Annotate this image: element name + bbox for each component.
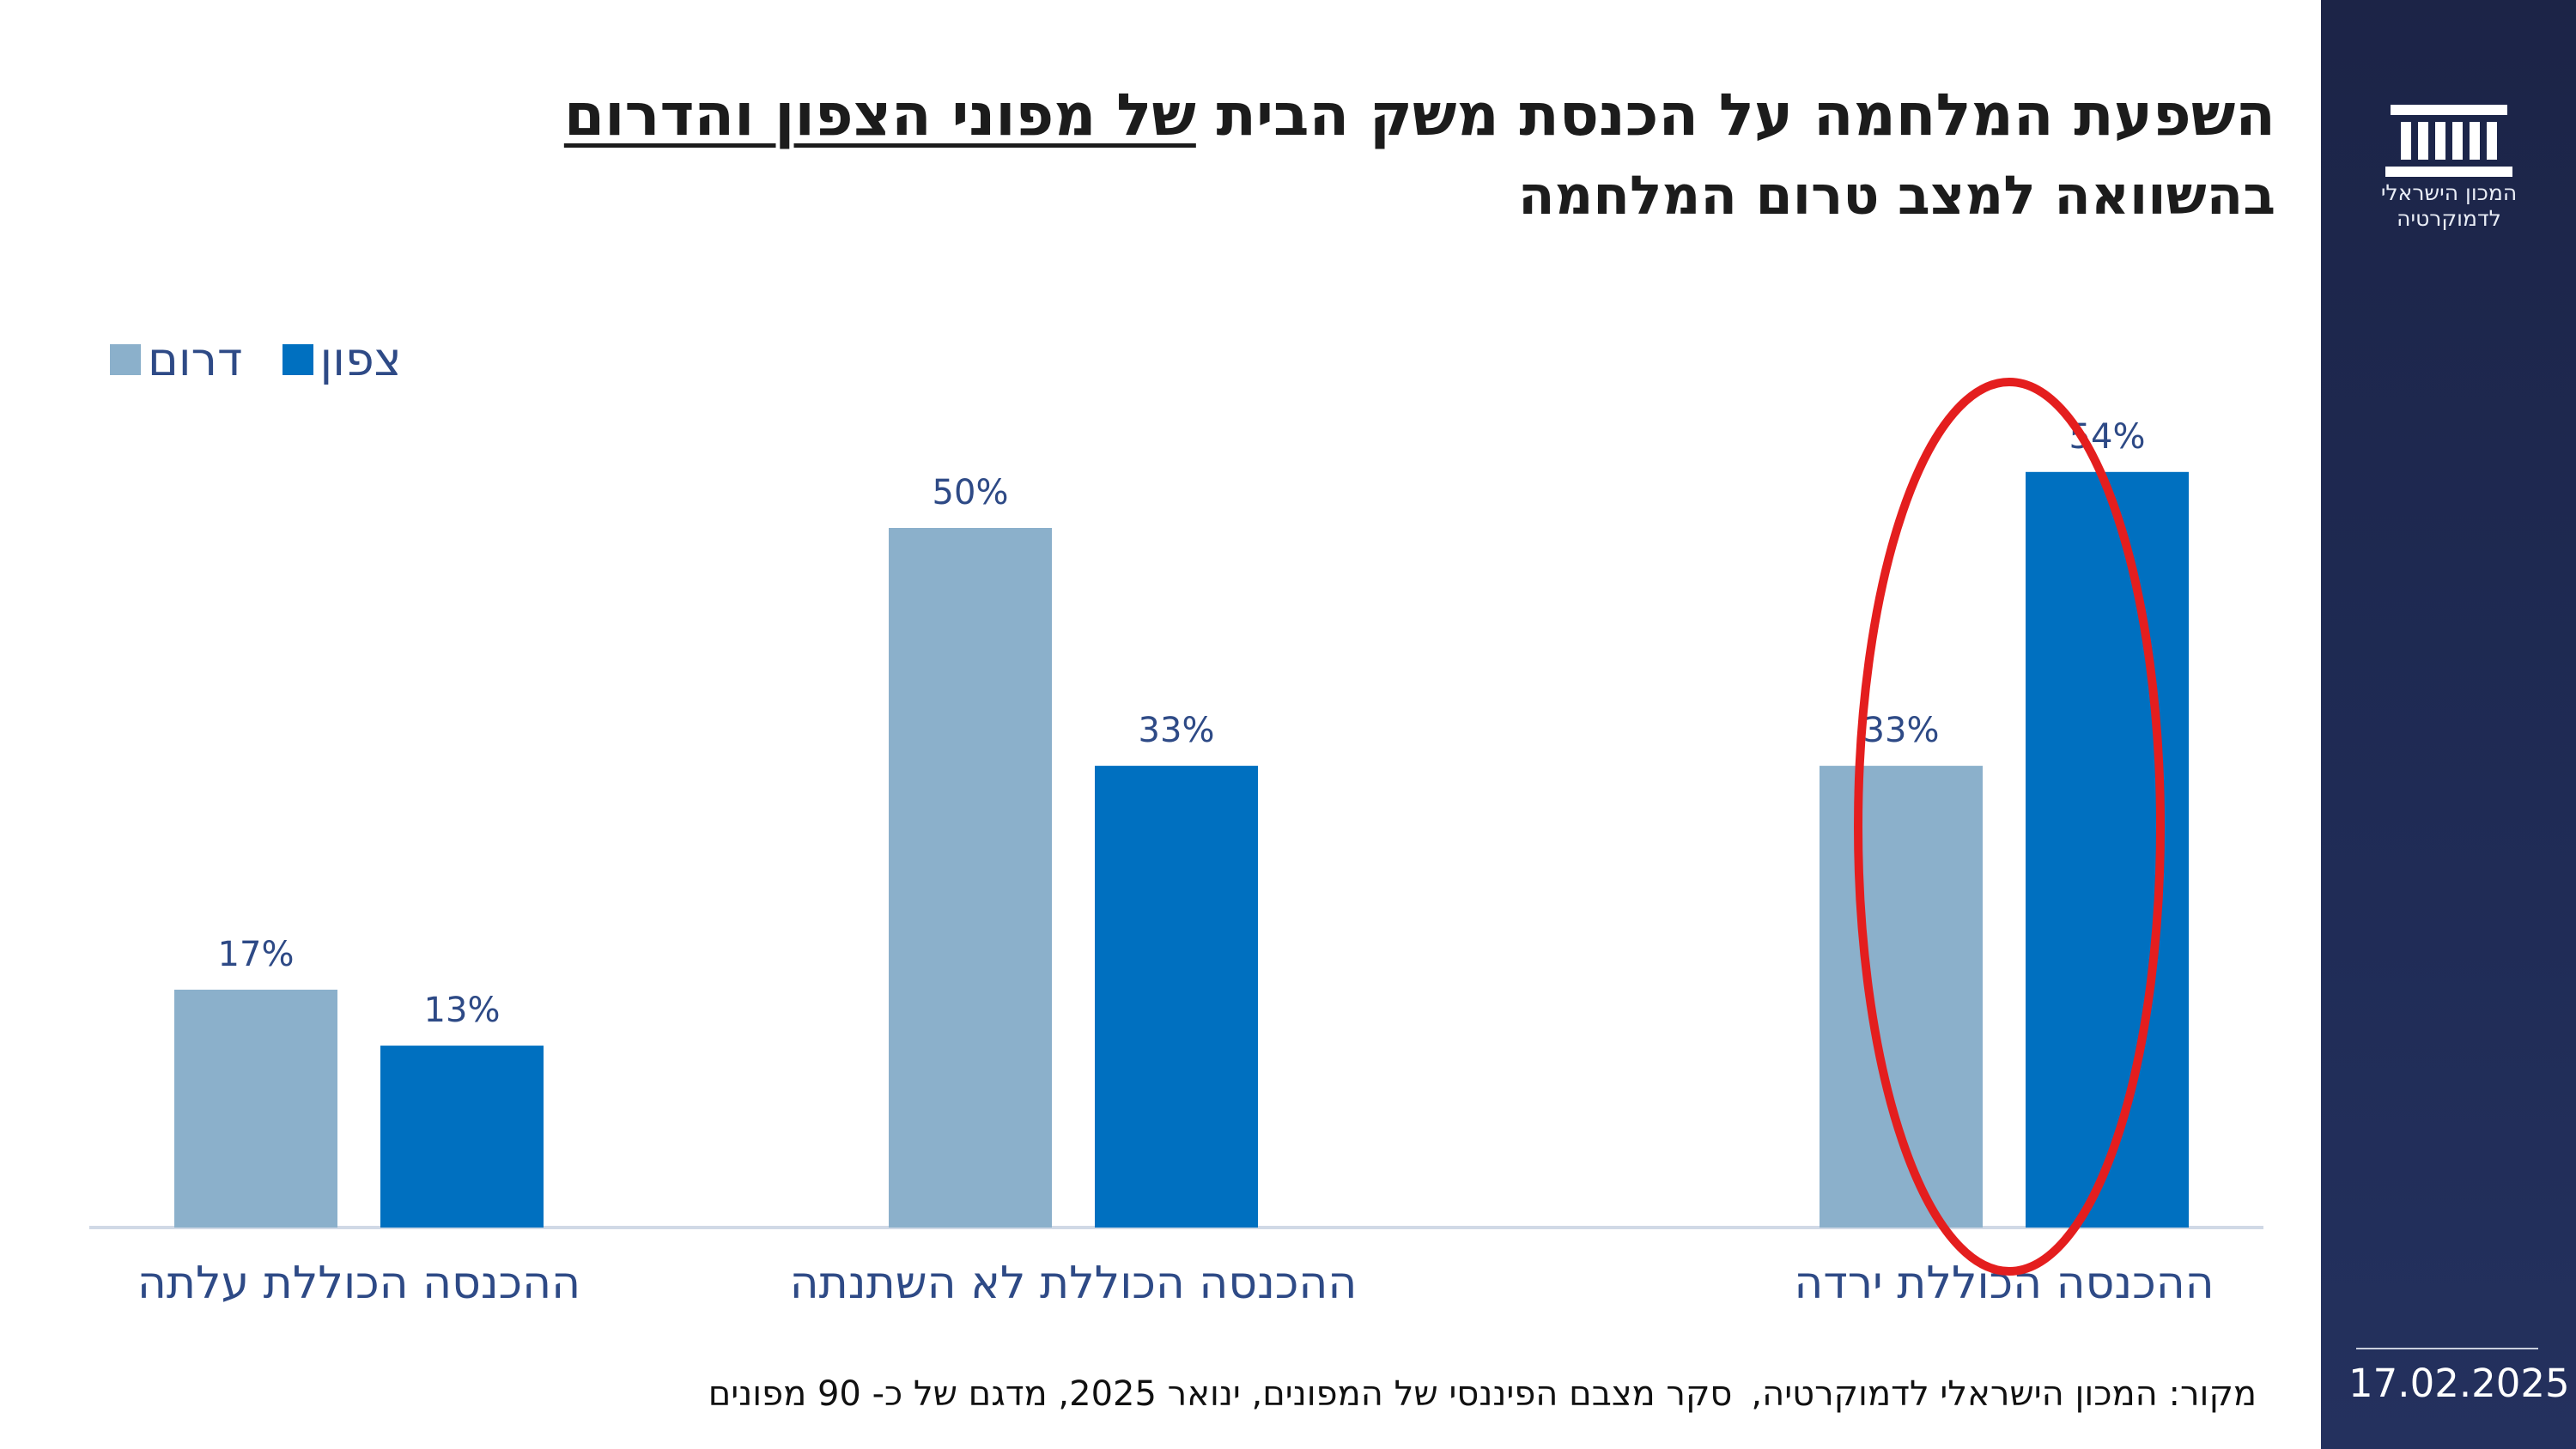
- highlight-ellipse: [1854, 378, 2165, 1276]
- bar-north-1: [1095, 766, 1258, 1228]
- legend-label-north: צפון: [319, 332, 402, 386]
- data-label-north-1: 33%: [1139, 711, 1215, 750]
- category-label-2: ההכנסה הכוללת עלתה: [137, 1258, 580, 1309]
- slide-date: 17.02.2025: [2348, 1361, 2570, 1406]
- date-divider: [2356, 1348, 2538, 1349]
- chart-legend: דרום צפון: [110, 330, 402, 390]
- bar-south-0: [1820, 766, 1983, 1228]
- title-underlined: של מפוני הצפון והדרום: [563, 82, 1196, 149]
- source-org: מקור: המכון הישראלי לדמוקרטיה,: [1751, 1374, 2257, 1414]
- value-labels-group: 33%54%50%33%17%13%: [218, 417, 2146, 1030]
- legend-item-south: דרום: [110, 330, 243, 390]
- category-labels-group: ההכנסה הכוללת ירדה ההכנסה הכוללת לא השתנת…: [137, 1258, 2215, 1309]
- bars-group: [174, 471, 2189, 1228]
- source-note: מקור: המכון הישראלי לדמוקרטיה, סקר מצבם ה…: [690, 1368, 2257, 1420]
- data-label-south-0: 33%: [1863, 711, 1940, 750]
- brand-sidebar: [2321, 0, 2576, 1449]
- bar-north-2: [380, 1046, 544, 1228]
- data-label-south-1: 50%: [933, 473, 1009, 512]
- legend-swatch-south: [110, 344, 141, 375]
- title-main: השפעת המלחמה על הכנסת משק הבית: [1216, 82, 2275, 149]
- bar-south-1: [889, 528, 1052, 1228]
- logo-text-line1: המכון הישראלי: [2380, 180, 2518, 205]
- legend-swatch-north: [282, 344, 313, 375]
- logo-text-line2: לדמוקרטיה: [2397, 206, 2501, 231]
- page-title: השפעת המלחמה על הכנסת משק הבית של מפוני …: [564, 77, 2275, 155]
- page-subtitle: בהשוואה למצב טרום המלחמה: [1517, 164, 2275, 227]
- data-label-south-2: 17%: [218, 935, 295, 974]
- category-label-0: ההכנסה הכוללת ירדה: [1794, 1258, 2214, 1309]
- institute-logo-icon: [2385, 105, 2512, 177]
- source-survey: סקר מצבם הפיננסי של המפונים, ינואר 2025,…: [708, 1374, 1733, 1414]
- legend-item-north: צפון: [282, 330, 402, 390]
- category-label-1: ההכנסה הכוללת לא השתנתה: [790, 1258, 1358, 1309]
- bar-south-2: [174, 989, 337, 1228]
- institute-logo-text: המכון הישראלי לדמוקרטיה: [2353, 180, 2545, 232]
- data-label-north-2: 13%: [424, 991, 501, 1030]
- legend-label-south: דרום: [148, 332, 243, 386]
